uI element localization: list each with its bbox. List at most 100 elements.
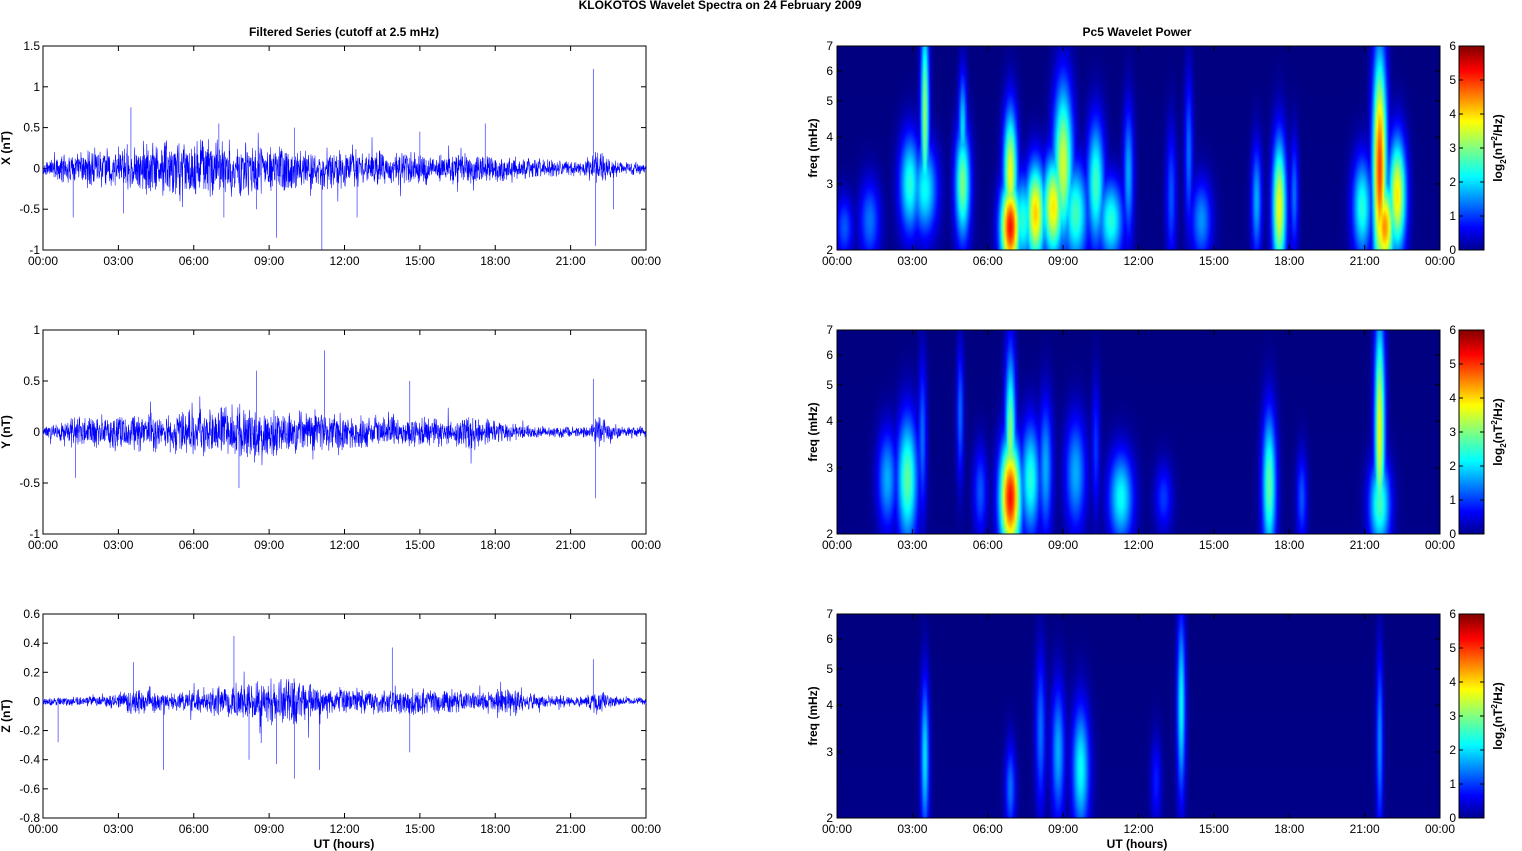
wavelet-x-tick-label: 12:00: [1123, 538, 1153, 552]
wavelet-x-tick-label: 21:00: [1350, 254, 1380, 268]
time-series-x-tick-label: 09:00: [254, 254, 284, 268]
wavelet-x-tick-label: 03:00: [897, 822, 927, 836]
time-series-x-tick-label: 15:00: [405, 538, 435, 552]
wavelet-y-tick-label: 7: [826, 607, 833, 621]
wavelet-x-tick-label: 00:00: [1425, 538, 1455, 552]
wavelet-x-tick-label: 15:00: [1199, 538, 1229, 552]
time-series-x-tick-label: 00:00: [631, 254, 661, 268]
colorbar-label: log2(nT2/Hz): [1490, 682, 1508, 750]
time-series-y-tick-label: 0.5: [23, 374, 40, 388]
time-series-trace: [43, 635, 646, 779]
time-series-y-tick-label: -0.8: [19, 811, 40, 825]
colorbar-tick-label: 3: [1449, 425, 1456, 439]
time-series-y-tick-label: 1: [33, 323, 40, 337]
time-series-y-tick-label: -0.4: [19, 753, 40, 767]
time-series-y-label: X (nT): [0, 131, 13, 165]
wavelet-x-tick-label: 18:00: [1274, 254, 1304, 268]
wavelet-y-tick-label: 2: [826, 527, 833, 541]
wavelet-power-image: [837, 614, 1440, 818]
time-series-y-tick-label: -0.5: [19, 476, 40, 490]
wavelet-y-label: freq (mHz): [806, 118, 820, 177]
wavelet-x-tick-label: 03:00: [897, 538, 927, 552]
time-series-x-tick-label: 06:00: [179, 254, 209, 268]
right-column-title: Pc5 Wavelet Power: [1083, 25, 1192, 39]
colorbar-tick-label: 2: [1449, 175, 1456, 189]
wavelet-x-tick-label: 21:00: [1350, 538, 1380, 552]
plot-area: 1.5 1 0.5 0 -0.5 -1 00:00 03:00 06:00 09:00 12:00 1…: [0, 39, 1508, 836]
wavelet-y-tick-label: 5: [826, 378, 833, 392]
wavelet-x-tick-label: 09:00: [1048, 538, 1078, 552]
colorbar-tick-label: 4: [1449, 107, 1456, 121]
time-series-x-tick-label: 21:00: [556, 254, 586, 268]
colorbar-label: log2(nT2/Hz): [1490, 398, 1508, 466]
colorbar-tick-label: 6: [1449, 323, 1456, 337]
wavelet-x-tick-label: 09:00: [1048, 822, 1078, 836]
wavelet-x-tick-label: 18:00: [1274, 538, 1304, 552]
colorbar-tick-label: 3: [1449, 141, 1456, 155]
time-series-y-tick-label: 1.5: [23, 39, 40, 53]
time-series-x-tick-label: 18:00: [480, 254, 510, 268]
time-series-x-tick-label: 15:00: [405, 822, 435, 836]
wavelet-x-tick-label: 00:00: [1425, 254, 1455, 268]
time-series-x-tick-label: 09:00: [254, 538, 284, 552]
wavelet-x-tick-label: 21:00: [1350, 822, 1380, 836]
time-series-y-tick-label: 0: [33, 425, 40, 439]
wavelet-y-tick-label: 3: [826, 177, 833, 191]
wavelet-y-tick-label: 5: [826, 662, 833, 676]
time-series-y-tick-label: 0.4: [23, 636, 40, 650]
time-series-axes: [42, 613, 647, 819]
wavelet-x-tick-label: 06:00: [973, 822, 1003, 836]
time-series-x-tick-label: 03:00: [103, 538, 133, 552]
wavelet-x-tick-label: 15:00: [1199, 254, 1229, 268]
wavelet-y-label: freq (mHz): [806, 686, 820, 745]
colorbar-tick-label: 4: [1449, 675, 1456, 689]
colorbar-tick-label: 0: [1449, 527, 1456, 541]
time-series-y-label: Z (nT): [0, 699, 13, 732]
time-series-y-tick-label: -0.2: [19, 724, 40, 738]
figure-title: KLOKOTOS Wavelet Spectra on 24 February …: [579, 0, 862, 12]
colorbar: [1458, 613, 1485, 819]
time-series-panel: 1.510.50-0.5-100:00 03:00 06:00 09:00 12:00 1…: [0, 39, 661, 268]
time-series-y-tick-label: 0.5: [23, 121, 40, 135]
wavelet-y-tick-label: 4: [826, 698, 833, 712]
colorbar-tick-label: 5: [1449, 73, 1456, 87]
time-series-panel: 0.60.40.20-0.2-0.4-0.6-0.800:00 03:00 06:0…: [0, 607, 661, 836]
time-series-trace: [43, 350, 646, 499]
wavelet-y-tick-label: 7: [826, 39, 833, 53]
time-series-axes: [42, 45, 647, 251]
time-series-x-tick-label: 00:00: [631, 822, 661, 836]
time-series-panel: 10.50-0.5-100:00 03:00 06:00 09:00 12:00 15:0…: [0, 323, 661, 552]
time-series-x-tick-label: 21:00: [556, 538, 586, 552]
time-series-y-tick-label: 1: [33, 80, 40, 94]
colorbar-tick-label: 2: [1449, 743, 1456, 757]
colorbar-tick-label: 5: [1449, 641, 1456, 655]
colorbar-tick-label: 6: [1449, 607, 1456, 621]
time-series-y-tick-label: -1: [29, 527, 40, 541]
time-series-x-tick-label: 12:00: [329, 822, 359, 836]
time-series-x-tick-label: 03:00: [103, 822, 133, 836]
wavelet-y-tick-label: 7: [826, 323, 833, 337]
time-series-x-tick-label: 12:00: [329, 254, 359, 268]
colorbar-tick-label: 2: [1449, 459, 1456, 473]
wavelet-y-tick-label: 2: [826, 243, 833, 257]
wavelet-x-tick-label: 12:00: [1123, 822, 1153, 836]
wavelet-y-tick-label: 3: [826, 745, 833, 759]
time-series-trace: [43, 68, 646, 250]
time-series-y-label: Y (nT): [0, 415, 13, 449]
time-series-x-tick-label: 15:00: [405, 254, 435, 268]
colorbar-tick-label: 6: [1449, 39, 1456, 53]
wavelet-x-tick-label: 00:00: [822, 254, 852, 268]
wavelet-x-tick-label: 03:00: [897, 254, 927, 268]
time-series-x-tick-label: 00:00: [631, 538, 661, 552]
wavelet-x-tick-label: 00:00: [1425, 822, 1455, 836]
time-series-x-tick-label: 06:00: [179, 822, 209, 836]
time-series-y-tick-label: 0.2: [23, 665, 40, 679]
wavelet-y-tick-label: 5: [826, 94, 833, 108]
wavelet-y-tick-label: 3: [826, 461, 833, 475]
wavelet-power-image: [837, 330, 1440, 534]
wavelet-x-tick-label: 18:00: [1274, 822, 1304, 836]
colorbar-tick-label: 5: [1449, 357, 1456, 371]
